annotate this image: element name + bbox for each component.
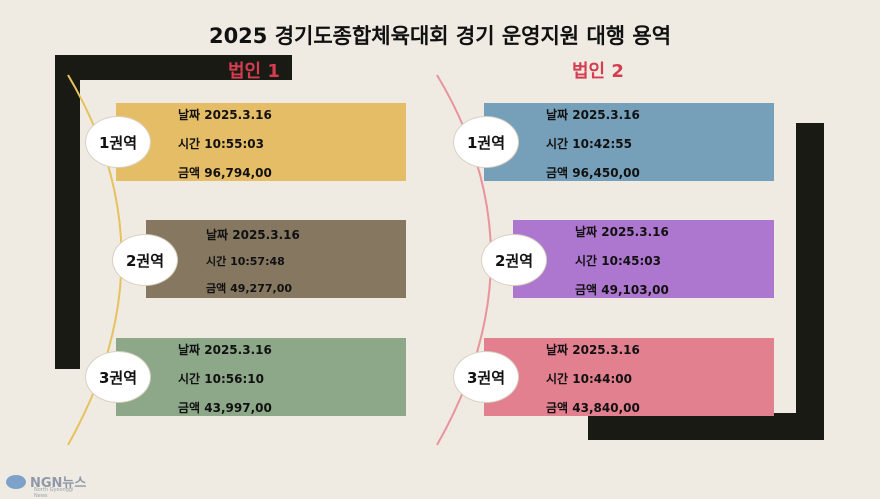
corp2-bracket-bottom — [588, 413, 824, 440]
corp1-region1-card: 날짜 2025.3.16 시간 10:55:03 금액 96,794,00 — [116, 103, 406, 181]
date-text: 날짜 2025.3.16 — [546, 108, 640, 122]
time-text: 시간 10:57:48 — [206, 255, 285, 268]
corp1-region3-card: 날짜 2025.3.16 시간 10:56:10 금액 43,997,00 — [116, 338, 406, 416]
amount-text: 금액 96,450,00 — [546, 166, 640, 180]
corp2-region3-badge: 3권역 — [453, 351, 519, 403]
time-text: 시간 10:55:03 — [178, 137, 264, 151]
logo-name: NGN뉴스 — [30, 476, 87, 491]
corp1-bracket-side — [55, 55, 80, 369]
time-text: 시간 10:45:03 — [575, 254, 661, 268]
date-text: 날짜 2025.3.16 — [178, 108, 272, 122]
corp1-region2-badge: 2권역 — [112, 234, 178, 286]
amount-text: 금액 43,840,00 — [546, 401, 640, 415]
amount-text: 금액 49,277,00 — [206, 282, 293, 295]
date-text: 날짜 2025.3.16 — [206, 228, 300, 242]
page-title: 2025 경기도종합체육대회 경기 운영지원 대행 용역 — [208, 24, 672, 48]
date-text: 날짜 2025.3.16 — [575, 225, 669, 239]
amount-text: 금액 49,103,00 — [575, 283, 669, 297]
time-text: 시간 10:44:00 — [546, 372, 632, 386]
corp1-region2-card: 날짜 2025.3.16 시간 10:57:48 금액 49,277,00 — [146, 220, 406, 298]
date-text: 날짜 2025.3.16 — [178, 343, 272, 357]
corp2-region2-card: 날짜 2025.3.16 시간 10:45:03 금액 49,103,00 — [513, 220, 774, 298]
ngn-news-logo: NGN뉴스 North Gyeonggi News — [6, 472, 87, 499]
corp2-region2-badge: 2권역 — [481, 234, 547, 286]
logo-subtitle: North Gyeonggi News — [34, 487, 74, 499]
corp2-region1-card: 날짜 2025.3.16 시간 10:42:55 금액 96,450,00 — [484, 103, 774, 181]
corp1-label: 법인 1 — [228, 61, 280, 82]
globe-icon — [6, 474, 26, 489]
corp1-region1-badge: 1권역 — [85, 116, 151, 168]
corp1-bracket-top — [55, 55, 292, 80]
date-text: 날짜 2025.3.16 — [546, 343, 640, 357]
amount-text: 금액 96,794,00 — [178, 166, 272, 180]
corp1-region3-badge: 3권역 — [85, 351, 151, 403]
corp2-region1-badge: 1권역 — [453, 116, 519, 168]
corp2-region3-card: 날짜 2025.3.16 시간 10:44:00 금액 43,840,00 — [484, 338, 774, 416]
corp2-bracket-side — [796, 123, 824, 440]
time-text: 시간 10:56:10 — [178, 372, 264, 386]
amount-text: 금액 43,997,00 — [178, 401, 272, 415]
time-text: 시간 10:42:55 — [546, 137, 632, 151]
corp2-label: 법인 2 — [572, 61, 624, 82]
